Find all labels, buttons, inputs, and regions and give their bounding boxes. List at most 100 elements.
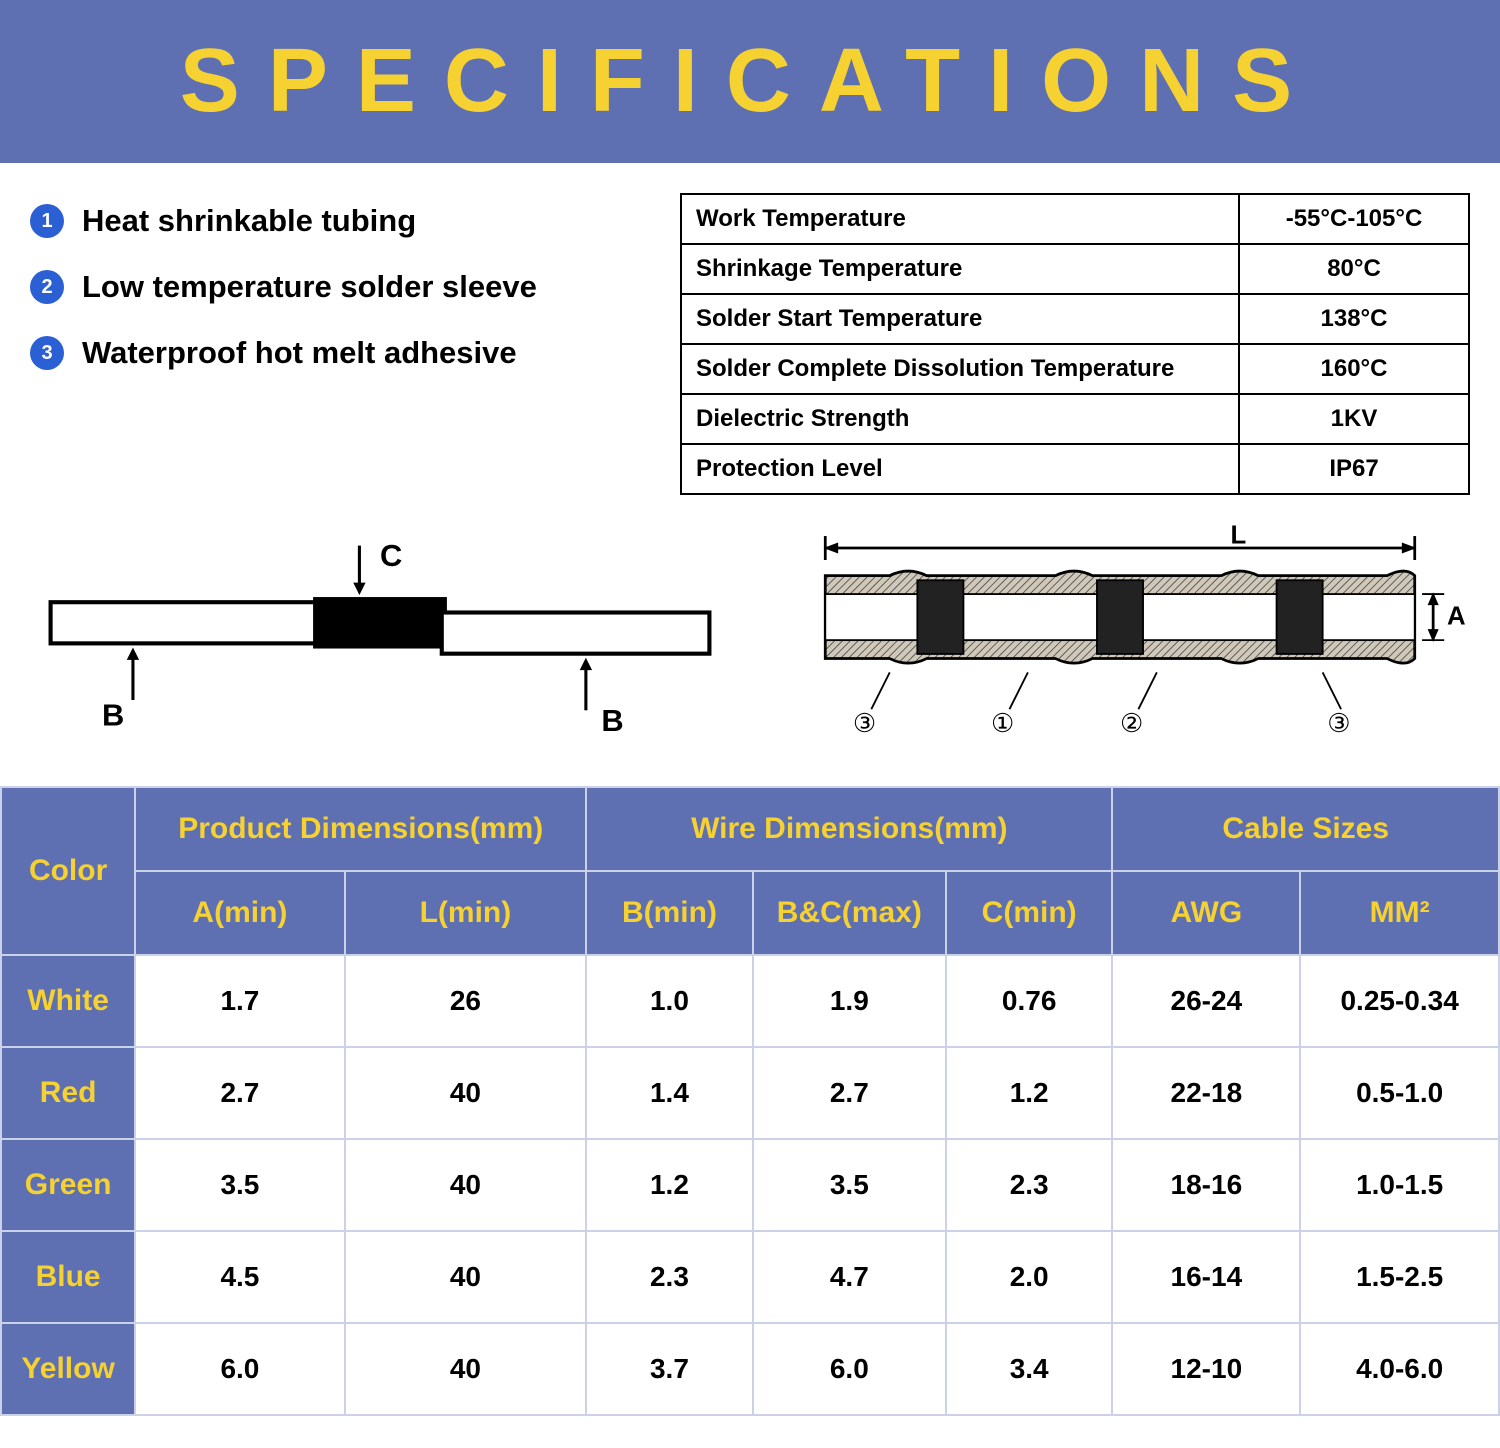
cell: 26 bbox=[345, 955, 587, 1047]
cell: 3.5 bbox=[753, 1139, 946, 1231]
row-color: Green bbox=[1, 1139, 135, 1231]
cell: 4.7 bbox=[753, 1231, 946, 1323]
col-l: L(min) bbox=[345, 871, 587, 955]
spec-label: Solder Complete Dissolution Temperature bbox=[681, 344, 1239, 394]
diagram-label-b: B bbox=[102, 698, 124, 733]
col-group-wire: Wire Dimensions(mm) bbox=[586, 787, 1112, 871]
row-color: Blue bbox=[1, 1231, 135, 1323]
table-row: Solder Complete Dissolution Temperature … bbox=[681, 344, 1469, 394]
spec-value: 1KV bbox=[1239, 394, 1469, 444]
table-row: Work Temperature -55°C-105°C bbox=[681, 194, 1469, 244]
cell: 6.0 bbox=[753, 1323, 946, 1415]
col-b: B(min) bbox=[586, 871, 752, 955]
diagram-right: L A ③ ① ② ③ bbox=[770, 525, 1470, 756]
page-title: SPECIFICATIONS bbox=[20, 30, 1480, 133]
cell: 2.3 bbox=[946, 1139, 1112, 1231]
cell: 2.0 bbox=[946, 1231, 1112, 1323]
cell: 18-16 bbox=[1112, 1139, 1300, 1231]
col-a: A(min) bbox=[135, 871, 344, 955]
spec-value: 160°C bbox=[1239, 344, 1469, 394]
table-header-row: A(min) L(min) B(min) B&C(max) C(min) AWG… bbox=[1, 871, 1499, 955]
spec-table: Work Temperature -55°C-105°C Shrinkage T… bbox=[680, 193, 1470, 495]
sleeve-cross-section-icon: L A ③ ① ② ③ bbox=[770, 525, 1470, 746]
table-row: Blue 4.5 40 2.3 4.7 2.0 16-14 1.5-2.5 bbox=[1, 1231, 1499, 1323]
cell: 40 bbox=[345, 1231, 587, 1323]
cell: 40 bbox=[345, 1047, 587, 1139]
cell: 2.7 bbox=[135, 1047, 344, 1139]
row-color: Red bbox=[1, 1047, 135, 1139]
cell: 3.4 bbox=[946, 1323, 1112, 1415]
feature-item: 2 Low temperature solder sleeve bbox=[30, 269, 650, 305]
col-bc: B&C(max) bbox=[753, 871, 946, 955]
diagram-label-a: A bbox=[1447, 602, 1466, 630]
feature-badge-icon: 1 bbox=[30, 204, 64, 238]
feature-item: 1 Heat shrinkable tubing bbox=[30, 203, 650, 239]
cell: 3.7 bbox=[586, 1323, 752, 1415]
table-row: Solder Start Temperature 138°C bbox=[681, 294, 1469, 344]
cell: 1.7 bbox=[135, 955, 344, 1047]
cell: 0.5-1.0 bbox=[1300, 1047, 1499, 1139]
cell: 40 bbox=[345, 1323, 587, 1415]
row-color: White bbox=[1, 955, 135, 1047]
spec-value: -55°C-105°C bbox=[1239, 194, 1469, 244]
spec-value: IP67 bbox=[1239, 444, 1469, 494]
feature-text: Low temperature solder sleeve bbox=[82, 269, 537, 305]
spec-value: 138°C bbox=[1239, 294, 1469, 344]
cell: 16-14 bbox=[1112, 1231, 1300, 1323]
spec-label: Protection Level bbox=[681, 444, 1239, 494]
feature-text: Waterproof hot melt adhesive bbox=[82, 335, 517, 371]
cell: 1.0-1.5 bbox=[1300, 1139, 1499, 1231]
table-row: White 1.7 26 1.0 1.9 0.76 26-24 0.25-0.3… bbox=[1, 955, 1499, 1047]
spec-label: Work Temperature bbox=[681, 194, 1239, 244]
col-group-product: Product Dimensions(mm) bbox=[135, 787, 586, 871]
cell: 6.0 bbox=[135, 1323, 344, 1415]
table-row: Red 2.7 40 1.4 2.7 1.2 22-18 0.5-1.0 bbox=[1, 1047, 1499, 1139]
cell: 0.25-0.34 bbox=[1300, 955, 1499, 1047]
col-mm: MM² bbox=[1300, 871, 1499, 955]
col-awg: AWG bbox=[1112, 871, 1300, 955]
cell: 1.0 bbox=[586, 955, 752, 1047]
header-banner: SPECIFICATIONS bbox=[0, 0, 1500, 163]
table-row: Yellow 6.0 40 3.7 6.0 3.4 12-10 4.0-6.0 bbox=[1, 1323, 1499, 1415]
diagram-ref: ③ bbox=[1327, 710, 1350, 738]
cell: 1.4 bbox=[586, 1047, 752, 1139]
wire-diagram-icon: C B B bbox=[30, 525, 730, 751]
cell: 0.76 bbox=[946, 955, 1112, 1047]
col-group-cable: Cable Sizes bbox=[1112, 787, 1499, 871]
cell: 22-18 bbox=[1112, 1047, 1300, 1139]
diagram-label-b: B bbox=[601, 703, 623, 738]
diagram-label-c: C bbox=[380, 538, 402, 573]
cell: 3.5 bbox=[135, 1139, 344, 1231]
spec-label: Solder Start Temperature bbox=[681, 294, 1239, 344]
cell: 40 bbox=[345, 1139, 587, 1231]
cell: 1.5-2.5 bbox=[1300, 1231, 1499, 1323]
diagram-label-l: L bbox=[1231, 525, 1247, 549]
cell: 2.3 bbox=[586, 1231, 752, 1323]
diagram-section: C B B L bbox=[0, 505, 1500, 786]
diagram-ref: ① bbox=[991, 710, 1014, 738]
feature-text: Heat shrinkable tubing bbox=[82, 203, 416, 239]
cell: 1.2 bbox=[586, 1139, 752, 1231]
col-color: Color bbox=[1, 787, 135, 955]
table-row: Green 3.5 40 1.2 3.5 2.3 18-16 1.0-1.5 bbox=[1, 1139, 1499, 1231]
feature-badge-icon: 2 bbox=[30, 270, 64, 304]
cell: 26-24 bbox=[1112, 955, 1300, 1047]
cell: 1.9 bbox=[753, 955, 946, 1047]
feature-list: 1 Heat shrinkable tubing 2 Low temperatu… bbox=[30, 193, 650, 495]
spec-value: 80°C bbox=[1239, 244, 1469, 294]
feature-item: 3 Waterproof hot melt adhesive bbox=[30, 335, 650, 371]
spec-label: Dielectric Strength bbox=[681, 394, 1239, 444]
cell: 1.2 bbox=[946, 1047, 1112, 1139]
col-c: C(min) bbox=[946, 871, 1112, 955]
cell: 2.7 bbox=[753, 1047, 946, 1139]
cell: 12-10 bbox=[1112, 1323, 1300, 1415]
diagram-left: C B B bbox=[30, 525, 730, 756]
row-color: Yellow bbox=[1, 1323, 135, 1415]
cell: 4.0-6.0 bbox=[1300, 1323, 1499, 1415]
diagram-ref: ③ bbox=[853, 710, 876, 738]
table-row: Shrinkage Temperature 80°C bbox=[681, 244, 1469, 294]
dimensions-table: Color Product Dimensions(mm) Wire Dimens… bbox=[0, 786, 1500, 1416]
top-section: 1 Heat shrinkable tubing 2 Low temperatu… bbox=[0, 163, 1500, 505]
table-row: Dielectric Strength 1KV bbox=[681, 394, 1469, 444]
table-header-row: Color Product Dimensions(mm) Wire Dimens… bbox=[1, 787, 1499, 871]
